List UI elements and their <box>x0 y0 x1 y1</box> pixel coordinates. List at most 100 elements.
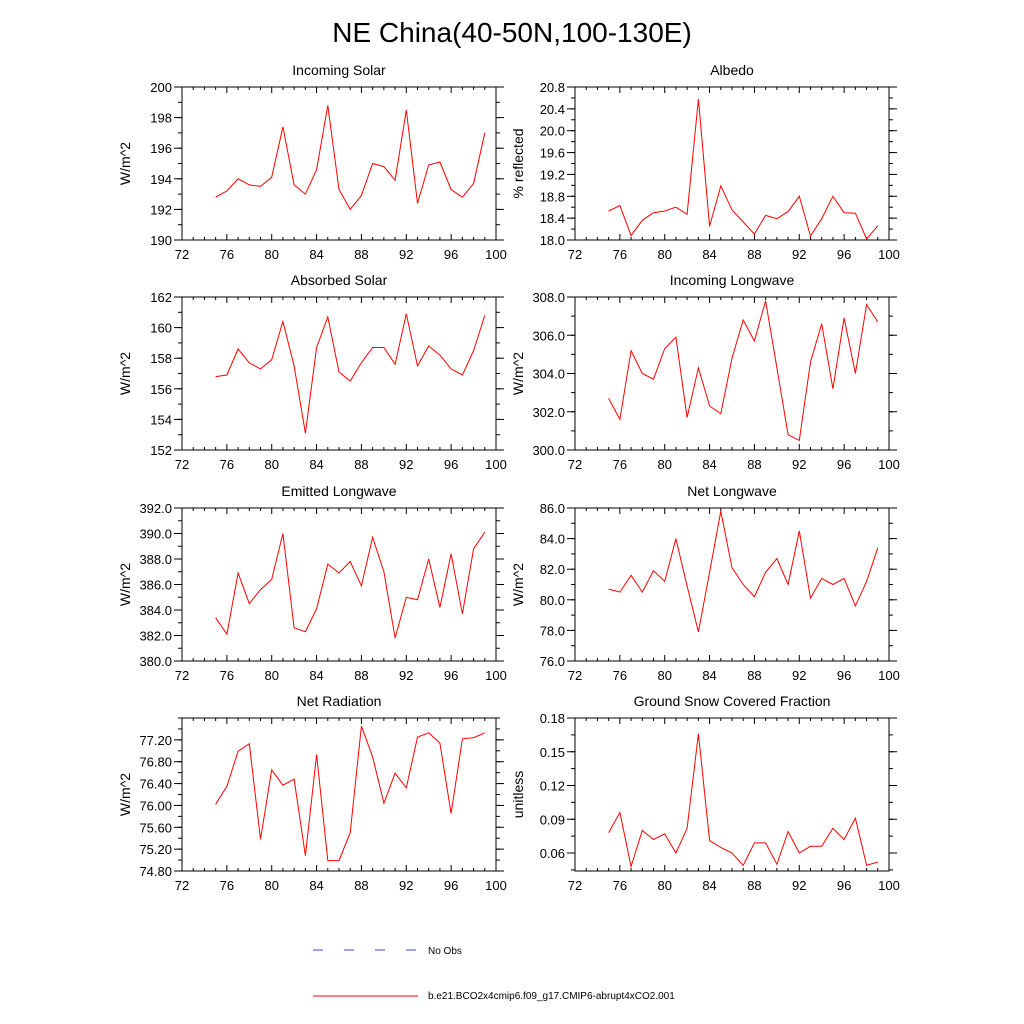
y-tick-label: 152 <box>150 443 172 458</box>
y-tick-label: 77.20 <box>139 733 172 748</box>
panel-incoming-longwave: Incoming Longwave 72 76 80 84 88 92 96 100 300.0 3… <box>510 272 900 472</box>
x-tick-label: 80 <box>657 247 671 262</box>
x-tick-label: 76 <box>220 457 234 472</box>
x-tick-label: 92 <box>399 878 413 893</box>
x-tick-label: 80 <box>657 668 671 683</box>
plot-frame <box>574 717 890 872</box>
x-tick-label: 76 <box>220 878 234 893</box>
y-tick-label: 18.4 <box>540 211 565 226</box>
x-tick-label: 72 <box>175 668 189 683</box>
panel-title: Emitted Longwave <box>281 483 396 499</box>
y-tick-label: 388.0 <box>139 552 172 567</box>
y-tick-label: 78.0 <box>540 623 565 638</box>
x-tick-label: 84 <box>702 668 716 683</box>
y-tick-label: 75.20 <box>139 842 172 857</box>
y-tick-label: 80.0 <box>540 593 565 608</box>
y-tick-label: 384.0 <box>139 603 172 618</box>
y-tick-label: 0.09 <box>540 812 565 827</box>
panel-title: Incoming Solar <box>292 62 386 78</box>
x-tick-label: 76 <box>220 668 234 683</box>
x-tick-label: 88 <box>747 668 761 683</box>
x-tick-label: 92 <box>792 457 806 472</box>
panel-title: Incoming Longwave <box>670 272 795 288</box>
x-tick-label: 88 <box>747 878 761 893</box>
plot-frame <box>574 86 890 241</box>
y-tick-label: 20.0 <box>540 124 565 139</box>
x-tick-label: 100 <box>878 247 900 262</box>
x-tick-label: 76 <box>613 247 627 262</box>
x-tick-label: 88 <box>354 457 368 472</box>
y-tick-label: 19.6 <box>540 146 565 161</box>
y-tick-label: 162 <box>150 290 172 305</box>
plot-frame <box>181 86 497 241</box>
y-tick-label: 0.12 <box>540 779 565 794</box>
series-line <box>215 726 486 862</box>
x-tick-label: 84 <box>309 668 323 683</box>
y-tick-label: 386.0 <box>139 578 172 593</box>
x-tick-label: 72 <box>175 457 189 472</box>
x-tick-label: 96 <box>837 668 851 683</box>
panel-title: Net Longwave <box>687 483 777 499</box>
x-tick-label: 88 <box>747 457 761 472</box>
x-tick-label: 100 <box>878 668 900 683</box>
x-tick-label: 100 <box>485 878 507 893</box>
legend-model-label: b.e21.BCO2x4cmip6.f09_g17.CMIP6-abrupt4x… <box>428 991 675 1002</box>
x-tick-label: 96 <box>444 457 458 472</box>
y-tick-label: 0.06 <box>540 846 565 861</box>
y-tick-label: 392.0 <box>139 501 172 516</box>
panel-absorbed-solar: Absorbed Solar 72 76 80 84 88 92 96 100 152 154 156… <box>117 272 507 472</box>
x-tick-label: 80 <box>264 878 278 893</box>
figure-title: NE China(40-50N,100-130E) <box>332 17 692 48</box>
x-tick-label: 92 <box>792 247 806 262</box>
x-tick-label: 72 <box>568 247 582 262</box>
panel-ground-snow-covered-fraction: Ground Snow Covered Fraction 72 76 80 84 88 92… <box>510 693 900 893</box>
x-tick-label: 96 <box>444 878 458 893</box>
series-line <box>608 98 879 240</box>
series-line <box>215 531 486 639</box>
x-tick-label: 88 <box>354 668 368 683</box>
panel-title: Albedo <box>710 62 754 78</box>
legend: No Obs b.e21.BCO2x4cmip6.f09_g17.CMIP6-a… <box>313 946 675 1002</box>
x-tick-label: 84 <box>702 457 716 472</box>
panel-incoming-solar: Incoming Solar 72 76 80 84 88 92 96 100 190 192 194… <box>117 62 507 262</box>
y-tick-label: 192 <box>150 202 172 217</box>
x-tick-label: 80 <box>657 457 671 472</box>
panel-title: Ground Snow Covered Fraction <box>634 693 831 709</box>
x-tick-label: 96 <box>444 668 458 683</box>
x-tick-label: 72 <box>568 457 582 472</box>
y-tick-label: 76.80 <box>139 755 172 770</box>
panels: Incoming Solar 72 76 80 84 88 92 96 100 190 192 194… <box>117 62 900 893</box>
y-tick-label: 382.0 <box>139 629 172 644</box>
y-axis-label: W/m^2 <box>117 142 133 185</box>
x-tick-label: 100 <box>878 457 900 472</box>
y-tick-label: 380.0 <box>139 654 172 669</box>
plot-frame <box>181 717 497 872</box>
x-tick-label: 92 <box>399 668 413 683</box>
y-tick-label: 154 <box>150 412 172 427</box>
y-tick-label: 76.0 <box>540 654 565 669</box>
y-tick-label: 304.0 <box>532 367 565 382</box>
y-tick-label: 302.0 <box>532 405 565 420</box>
y-tick-label: 86.0 <box>540 501 565 516</box>
x-tick-label: 76 <box>613 878 627 893</box>
y-axis-label: W/m^2 <box>510 563 526 606</box>
y-axis-label: W/m^2 <box>117 563 133 606</box>
y-tick-label: 20.8 <box>540 80 565 95</box>
x-tick-label: 72 <box>175 878 189 893</box>
x-tick-label: 88 <box>354 878 368 893</box>
panel-title: Net Radiation <box>297 693 382 709</box>
x-tick-label: 80 <box>657 878 671 893</box>
x-tick-label: 92 <box>792 668 806 683</box>
y-tick-label: 75.60 <box>139 820 172 835</box>
x-tick-label: 80 <box>264 457 278 472</box>
panel-net-longwave: Net Longwave 72 76 80 84 88 92 96 100 76.0 78.0 80.… <box>510 483 900 683</box>
x-tick-label: 92 <box>399 247 413 262</box>
panel-emitted-longwave: Emitted Longwave 72 76 80 84 88 92 96 100 380.0 38… <box>117 483 507 683</box>
y-axis-label: % reflected <box>510 128 526 198</box>
x-tick-label: 76 <box>613 457 627 472</box>
panel-title: Absorbed Solar <box>291 272 388 288</box>
x-tick-label: 100 <box>485 668 507 683</box>
x-tick-label: 72 <box>568 878 582 893</box>
y-tick-label: 308.0 <box>532 290 565 305</box>
x-tick-label: 84 <box>702 247 716 262</box>
